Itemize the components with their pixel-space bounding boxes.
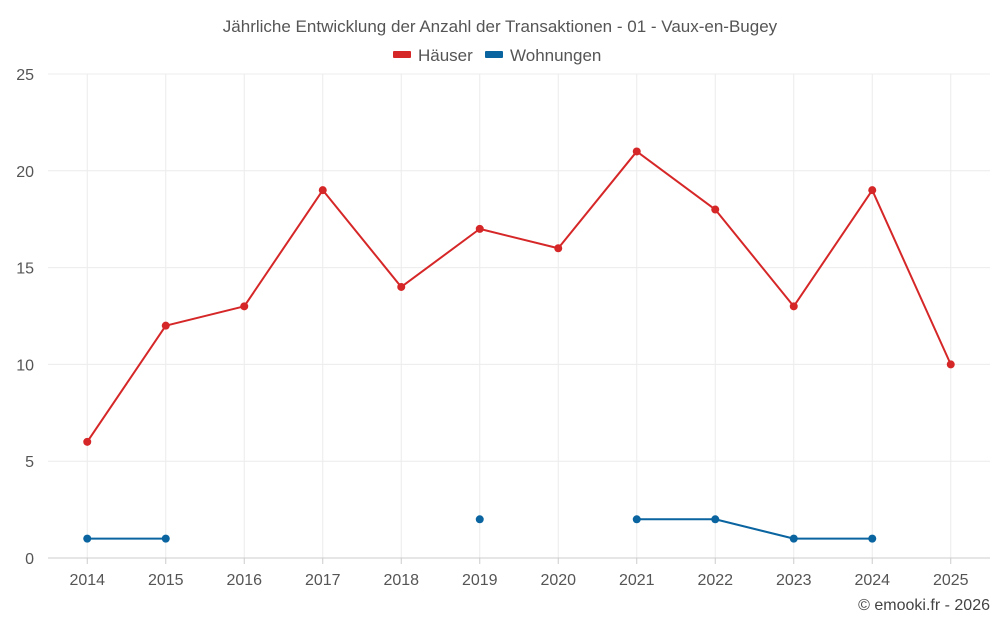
credit-text: © emooki.fr - 2026 [858,597,990,614]
data-point-haeuser[interactable] [632,147,641,156]
series-line-haeuser [86,150,952,443]
y-tick-label: 20 [16,164,34,181]
data-point-haeuser[interactable] [475,224,484,233]
x-tick-label: 2017 [305,572,341,589]
data-point-haeuser[interactable] [789,302,798,311]
x-tick-label: 2021 [619,572,655,589]
x-tick-label: 2023 [776,572,812,589]
series-line-wohnungen [636,518,873,540]
data-point-haeuser[interactable] [161,321,170,330]
x-tick-label: 2016 [226,572,262,589]
y-tick-label: 10 [16,357,34,374]
data-point-haeuser[interactable] [946,360,955,369]
x-tick-label: 2024 [854,572,890,589]
data-point-wohnungen[interactable] [475,515,484,524]
data-point-wohnungen[interactable] [711,515,720,524]
data-point-haeuser[interactable] [711,205,720,214]
chart-title: Jährliche Entwicklung der Anzahl der Tra… [223,17,778,36]
x-tick-label: 2018 [383,572,419,589]
x-tick-label: 2020 [540,572,576,589]
y-tick-label: 25 [16,67,34,84]
y-tick-label: 5 [25,454,34,471]
x-tick-label: 2025 [933,572,969,589]
data-point-haeuser[interactable] [318,186,327,195]
y-tick-label: 15 [16,261,34,278]
legend-swatch-haeuser [393,51,411,58]
legend-item-wohnungen[interactable]: Wohnungen [485,46,601,65]
legend-label-haeuser: Häuser [418,46,473,65]
legend-swatch-wohnungen [485,51,503,58]
data-point-haeuser[interactable] [868,186,877,195]
y-tick-label: 0 [25,551,34,568]
data-point-wohnungen[interactable] [632,515,641,524]
grid [48,73,990,558]
legend: Häuser Wohnungen [393,46,601,65]
legend-item-haeuser[interactable]: Häuser [393,46,473,65]
x-tick-label: 2022 [697,572,733,589]
legend-label-wohnungen: Wohnungen [510,46,601,65]
data-point-wohnungen[interactable] [868,534,877,543]
series [83,147,955,543]
x-tick-label: 2019 [462,572,498,589]
data-point-haeuser[interactable] [554,244,563,253]
data-point-haeuser[interactable] [397,282,406,291]
x-tick-label: 2014 [69,572,105,589]
x-tick-label: 2015 [148,572,184,589]
data-point-wohnungen[interactable] [83,534,92,543]
data-point-haeuser[interactable] [240,302,249,311]
data-point-wohnungen[interactable] [789,534,798,543]
data-point-wohnungen[interactable] [161,534,170,543]
data-point-haeuser[interactable] [83,437,92,446]
